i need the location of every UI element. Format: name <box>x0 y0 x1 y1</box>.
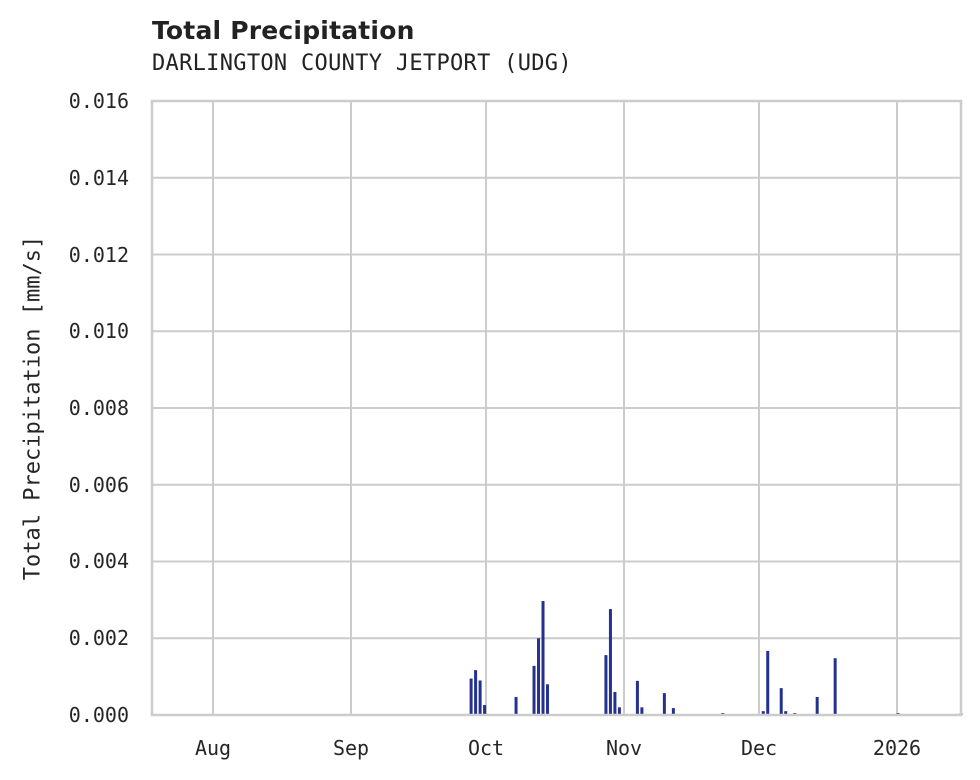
x-tick-label: 2026 <box>872 736 922 760</box>
x-tick-label: Sep <box>332 736 370 760</box>
precipitation-bar <box>532 665 536 715</box>
precipitation-bar <box>662 693 666 715</box>
precipitation-bar <box>779 688 783 715</box>
x-tick-label: Oct <box>467 736 505 760</box>
precipitation-bar <box>640 707 644 715</box>
precipitation-bar <box>469 678 473 715</box>
x-tick-label: Dec <box>740 736 778 760</box>
precipitation-bar <box>546 684 550 715</box>
precipitation-bar <box>761 711 765 715</box>
y-tick-label: 0.000 <box>68 703 129 727</box>
precipitation-bar <box>617 707 621 715</box>
precipitation-bar <box>766 650 770 715</box>
chart-title: Total Precipitation <box>152 16 415 45</box>
x-tick-label: Nov <box>605 736 643 760</box>
precipitation-bar <box>474 670 478 715</box>
precipitation-bar <box>833 658 837 715</box>
precipitation-bar <box>478 680 482 715</box>
precipitation-bar <box>483 705 487 715</box>
precipitation-bar <box>613 691 617 715</box>
y-tick-label: 0.006 <box>68 473 129 497</box>
y-tick-label: 0.010 <box>68 319 129 343</box>
y-tick-label: 0.016 <box>68 89 129 113</box>
precipitation-bar <box>537 638 541 715</box>
precipitation-bar <box>541 601 545 715</box>
precipitation-bar <box>514 696 518 715</box>
y-tick-label: 0.008 <box>68 396 129 420</box>
precipitation-bar <box>671 708 675 715</box>
y-tick-label: 0.012 <box>68 243 129 267</box>
y-tick-label: 0.002 <box>68 626 129 650</box>
precipitation-bar <box>635 680 639 715</box>
plot-frame <box>150 99 963 717</box>
precipitation-bar <box>608 609 612 715</box>
y-tick-label: 0.004 <box>68 549 129 573</box>
x-tick-label: Aug <box>194 736 232 760</box>
chart-subtitle: DARLINGTON COUNTY JETPORT (UDG) <box>152 51 572 76</box>
precipitation-bar <box>604 655 608 715</box>
precipitation-bars <box>469 601 963 715</box>
precipitation-bar <box>784 711 788 715</box>
precipitation-bar <box>815 696 819 715</box>
grid-lines <box>152 100 961 716</box>
y-tick-label: 0.014 <box>68 166 129 190</box>
